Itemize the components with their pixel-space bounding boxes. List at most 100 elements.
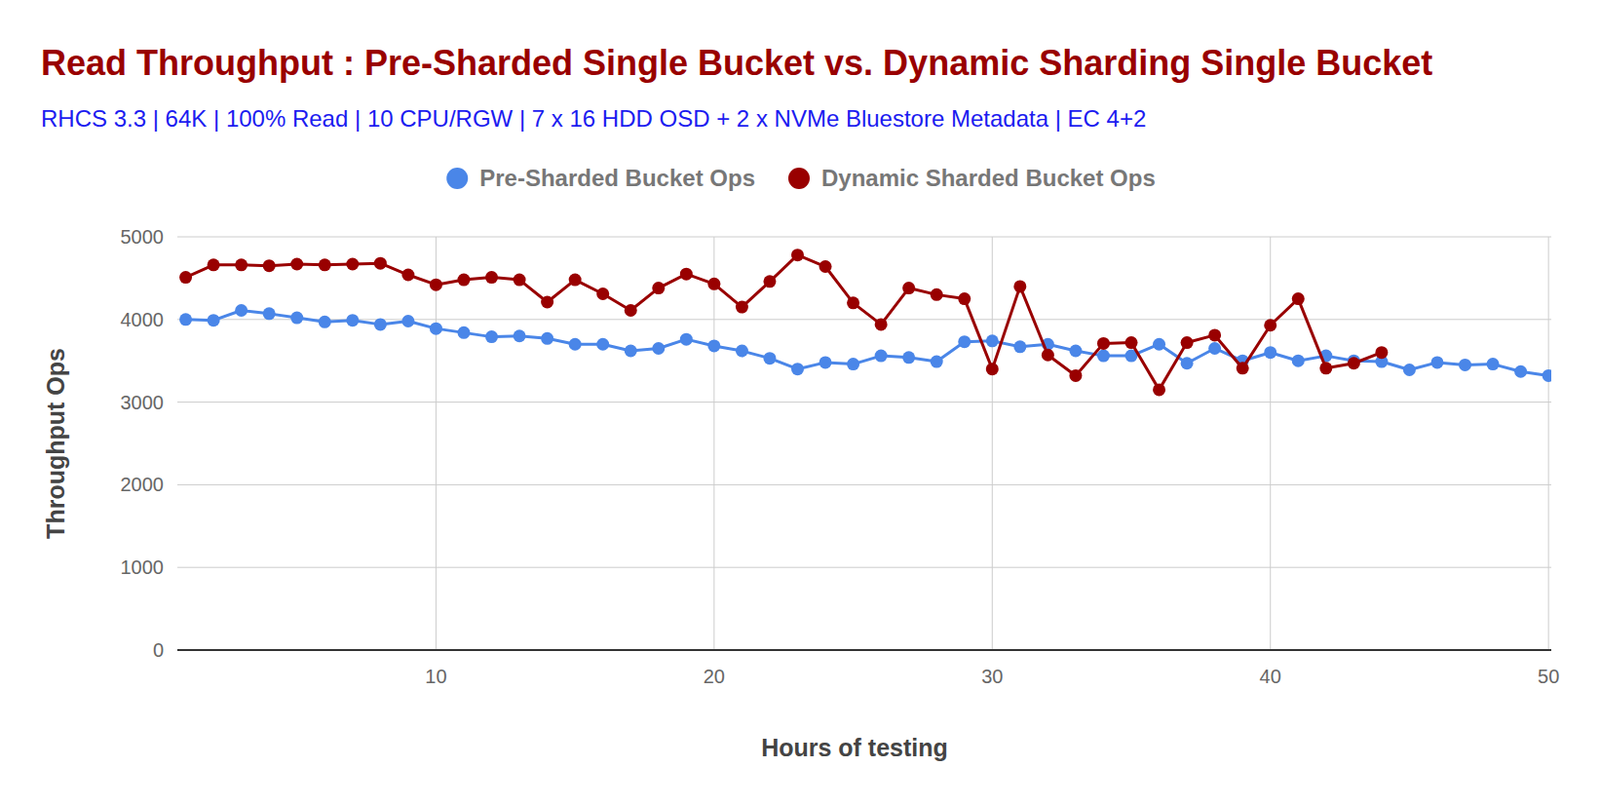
series-point [485, 330, 498, 343]
y-tick-label: 4000 [120, 308, 165, 331]
series-point [1486, 357, 1500, 371]
y-grid-line [177, 401, 1552, 403]
series-point [1347, 356, 1361, 370]
series-point [1292, 292, 1305, 305]
y-axis-label: Throughput Ops [41, 347, 70, 539]
series-point [707, 339, 721, 352]
series-point [1125, 336, 1139, 349]
y-tick-label: 5000 [120, 226, 165, 248]
series-point [846, 296, 860, 309]
series-point [179, 312, 192, 326]
series-point [624, 304, 638, 317]
series-point [429, 278, 443, 292]
series-point [207, 258, 221, 271]
x-grid-line [1269, 236, 1271, 650]
series-point [624, 344, 638, 358]
grid [177, 236, 1552, 650]
series-point [1013, 340, 1027, 353]
series-point [875, 349, 888, 363]
series-point [680, 267, 693, 281]
series-point [1292, 354, 1305, 368]
x-tick-label: 50 [1537, 665, 1560, 687]
series-point [234, 304, 248, 317]
series-point [902, 281, 915, 295]
series-point [875, 317, 888, 331]
series-point [791, 362, 804, 376]
x-tick-label: 40 [1259, 665, 1282, 687]
series-point [1013, 279, 1027, 293]
legend: Pre-Sharded Bucket OpsDynamic Sharded Bu… [446, 164, 1156, 191]
series-point [207, 313, 221, 327]
series-point [345, 313, 359, 327]
x-tick-label: 30 [981, 665, 1003, 687]
series-point [1542, 369, 1552, 382]
series-point [374, 257, 387, 270]
series-point [986, 334, 999, 347]
x-tick-label: 20 [703, 665, 725, 687]
series-point [1097, 337, 1110, 350]
series-point [819, 355, 833, 369]
series-point [986, 362, 999, 376]
x-axis-line [177, 648, 1552, 651]
x-axis-label: Hours of testing [761, 733, 949, 762]
series-point [1097, 349, 1110, 363]
legend-swatch [446, 167, 468, 190]
series-point [651, 281, 665, 295]
series-point [1180, 336, 1194, 349]
series-point [290, 257, 304, 270]
series-point [569, 273, 582, 287]
series-point [1152, 338, 1166, 351]
series-point [513, 273, 527, 287]
x-grid-line [1548, 236, 1550, 650]
legend-swatch [788, 167, 810, 190]
series-point [513, 329, 527, 343]
series-point [735, 344, 749, 358]
x-grid-line [991, 236, 993, 650]
series-point [263, 259, 276, 272]
y-tick-label: 2000 [120, 473, 165, 496]
series-point [263, 306, 276, 320]
series-point [457, 273, 470, 287]
series-point [846, 357, 860, 371]
series-point [596, 287, 610, 301]
series-point [596, 338, 610, 351]
series-point [707, 277, 721, 291]
series-point [1514, 365, 1527, 379]
series-point [762, 274, 776, 288]
series-point [930, 288, 944, 302]
series-point [1068, 344, 1082, 358]
series-point [1208, 342, 1221, 355]
series-point [374, 317, 387, 331]
series-point [1263, 318, 1277, 332]
series-point [651, 342, 665, 355]
title: Read Throughput : Pre-Sharded Single Buc… [40, 42, 1433, 83]
series-point [1180, 356, 1194, 370]
plot-area [179, 248, 1552, 396]
series-point [1430, 355, 1444, 369]
series-point [791, 248, 804, 262]
subtitle: RHCS 3.3 | 64K | 100% Read | 10 CPU/RGW … [40, 105, 1146, 132]
x-tick-label: 10 [424, 665, 447, 687]
legend-label: Dynamic Sharded Bucket Ops [821, 164, 1156, 191]
series-point [680, 333, 693, 346]
y-grid-line [177, 236, 1552, 238]
background [0, 0, 1600, 805]
series-point [345, 257, 359, 270]
series-point [234, 258, 248, 271]
series-point [569, 338, 582, 351]
series-point [540, 295, 554, 308]
y-tick-label: 3000 [120, 391, 165, 414]
series-point [930, 355, 944, 369]
series-point [290, 311, 304, 325]
series-point [457, 326, 470, 340]
y-tick-label: 1000 [120, 556, 165, 578]
y-grid-line [177, 567, 1552, 569]
series-point [540, 332, 554, 345]
series-point [1236, 361, 1250, 375]
series-point [1152, 382, 1166, 396]
series-point [902, 350, 915, 364]
series-point [318, 258, 332, 271]
series-point [1374, 345, 1388, 359]
series-point [179, 270, 192, 284]
x-grid-line [435, 236, 437, 650]
